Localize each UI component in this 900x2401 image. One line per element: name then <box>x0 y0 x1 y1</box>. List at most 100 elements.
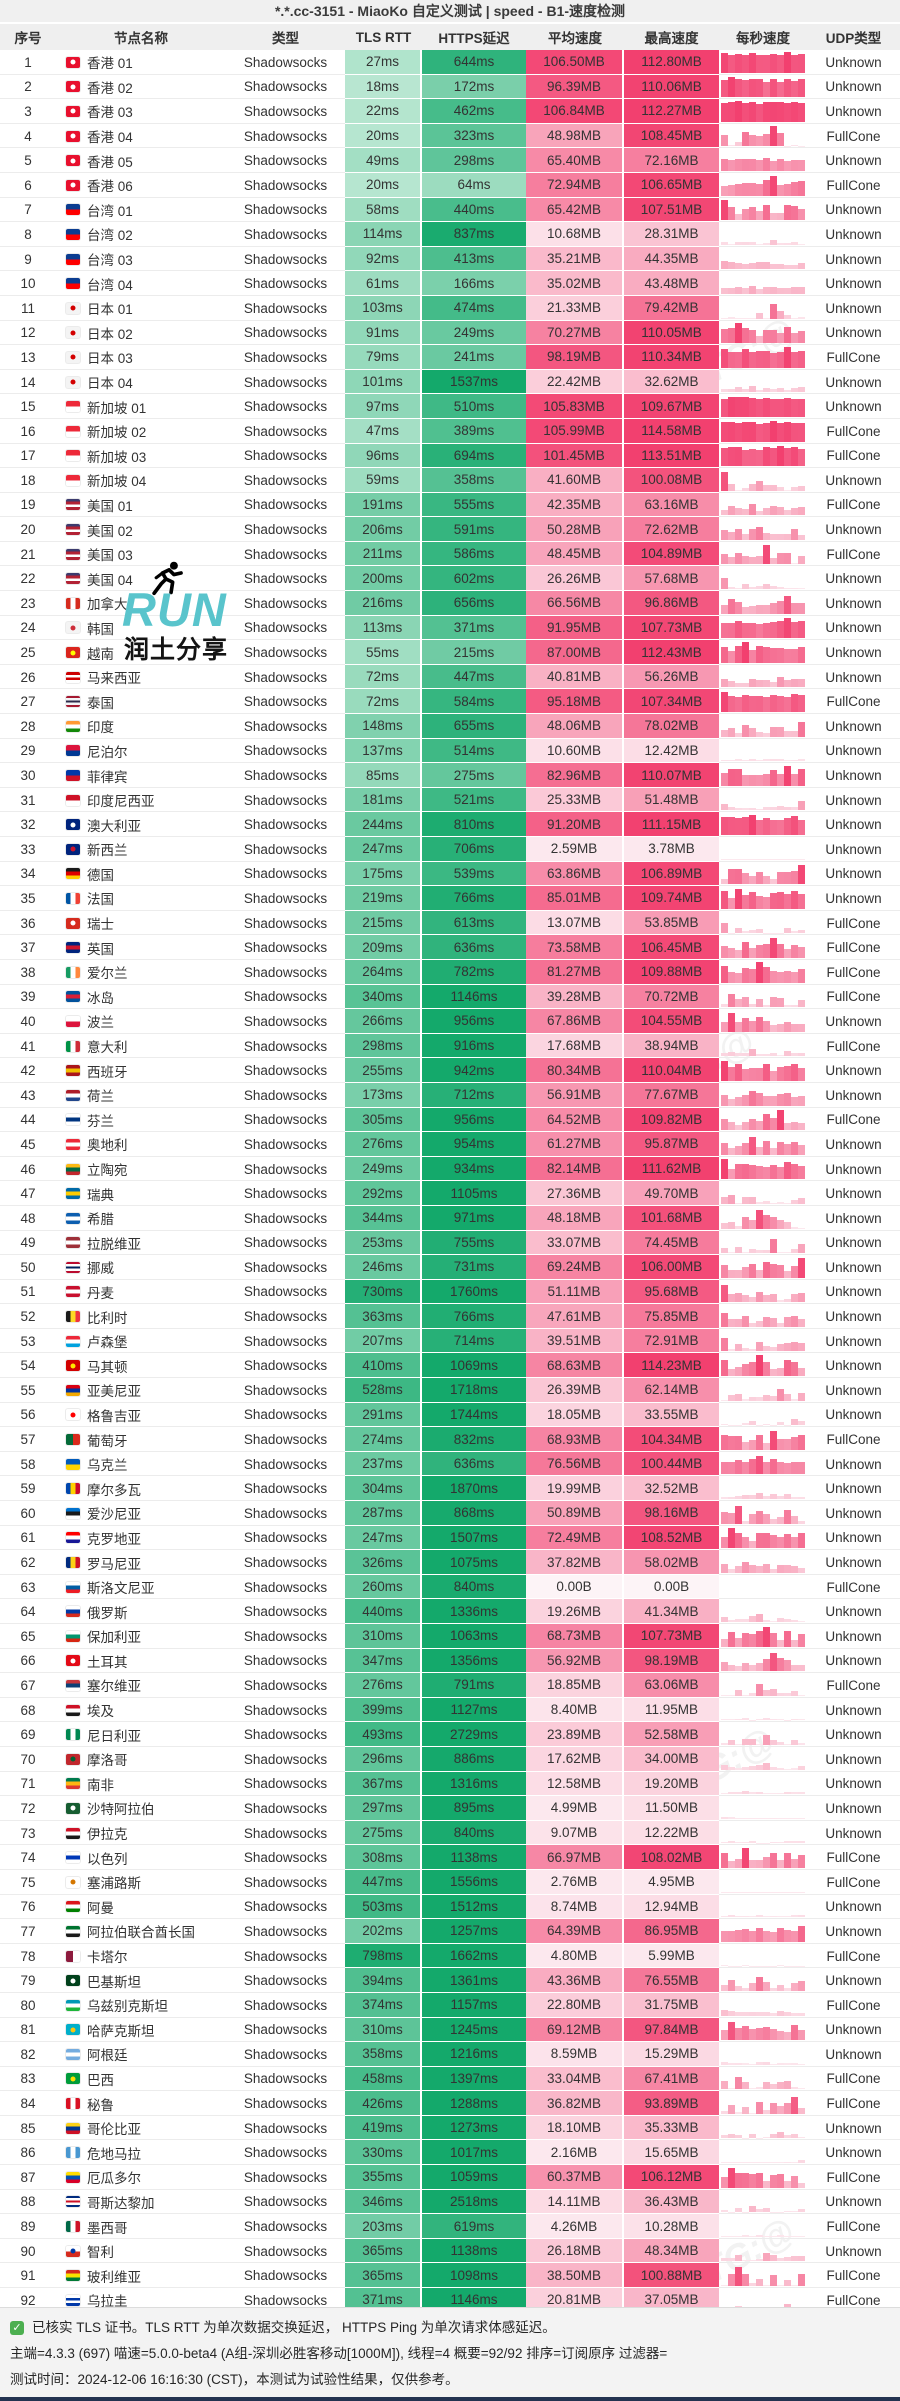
avg-speed-cell: 4.99MB <box>526 1796 624 1821</box>
row-index: 25 <box>20 645 36 661</box>
sparkline-bar <box>721 1338 728 1352</box>
sparkline-bar <box>770 807 777 811</box>
sparkline-bar <box>735 927 742 934</box>
sparkline-bar <box>777 1055 784 1057</box>
https-latency-cell: 1098ms <box>422 2263 526 2289</box>
udp-type-cell: Unknown <box>825 1702 882 1718</box>
table-row: 34 德国 Shadowsocks 175ms 539ms 63.86MB 106.89MB… <box>0 861 900 887</box>
row-index: 23 <box>20 595 36 611</box>
sparkline-bar <box>749 1091 756 1106</box>
max-speed-cell: 48.34MB <box>624 2238 719 2264</box>
sparkline-bar <box>784 1093 791 1106</box>
udp-type-cell: FullCone <box>826 1874 881 1890</box>
sparkline-bar <box>756 1291 763 1303</box>
node-type: Shadowsocks <box>243 1530 328 1546</box>
max-speed-cell: 107.73MB <box>624 1624 719 1649</box>
node-name: 土耳其 <box>87 1654 128 1670</box>
sparkline-bar <box>791 2210 798 2213</box>
country-flag-icon <box>66 1999 80 2011</box>
sparkline-bar <box>749 1396 756 1401</box>
node-name-cell: 德国 <box>56 862 226 887</box>
sparkline-bar <box>742 534 749 540</box>
avg-speed-cell: 80.34MB <box>526 1058 624 1083</box>
sparkline-bar <box>749 1020 756 1032</box>
node-type: Shadowsocks <box>243 1604 328 1620</box>
sparkline-bar <box>763 508 770 516</box>
flag-emblem <box>70 1412 76 1418</box>
table-row: 41 意大利 Shadowsocks 298ms 916ms 17.68MB 38.94MB… <box>0 1033 900 1059</box>
node-type: Shadowsocks <box>243 1825 328 1841</box>
sparkline-bar <box>791 2134 798 2139</box>
max-speed-cell: 107.34MB <box>624 689 719 715</box>
max-speed-cell: 107.51MB <box>624 197 719 223</box>
sparkline-bar <box>770 389 777 393</box>
https-latency-cell: 1017ms <box>422 2140 526 2166</box>
node-type: Shadowsocks <box>243 989 328 1005</box>
node-type: Shadowsocks <box>243 2268 328 2284</box>
country-flag-icon <box>66 647 80 659</box>
sparkline-bar <box>784 730 791 737</box>
sparkline-bar <box>798 1462 805 1475</box>
sparkline-bar <box>749 2162 756 2164</box>
sparkline-bar <box>770 1633 777 1647</box>
sparkline-bar <box>742 1142 749 1155</box>
udp-type-cell: Unknown <box>825 202 882 218</box>
tls-rtt-cell: 367ms <box>345 1771 422 1797</box>
row-index: 71 <box>20 1776 36 1792</box>
sparkline-bar <box>791 1891 798 1893</box>
tls-rtt-cell: 274ms <box>345 1427 422 1452</box>
node-name: 菲律宾 <box>87 769 128 785</box>
avg-speed-cell: 56.92MB <box>526 1648 624 1674</box>
node-type: Shadowsocks <box>243 718 328 734</box>
avg-speed-cell: 17.62MB <box>526 1746 624 1772</box>
sparkline-bar <box>742 1915 749 1918</box>
node-name-cell: 泰国 <box>56 689 226 714</box>
sparkline-bar <box>777 332 784 344</box>
node-type: Shadowsocks <box>243 79 328 95</box>
sparkline-bar <box>798 1841 805 1844</box>
sparkline-bar <box>763 2207 770 2213</box>
sparkline-bar <box>742 328 749 344</box>
sparkline-bar <box>791 182 798 196</box>
max-speed-cell: 76.55MB <box>624 1968 719 1993</box>
tls-rtt-cell: 296ms <box>345 1746 422 1772</box>
speed-sparkline <box>719 2214 807 2239</box>
sparkline-bar <box>756 1859 763 1868</box>
sparkline-bar <box>770 1718 777 1721</box>
https-latency-cell: 832ms <box>422 1427 526 1452</box>
avg-speed-cell: 61.27MB <box>526 1132 624 1157</box>
speed-sparkline <box>719 1231 807 1256</box>
sparkline-bar <box>735 1435 742 1450</box>
sparkline-bar <box>770 1965 777 1967</box>
sparkline-bar <box>798 316 805 319</box>
tls-rtt-cell: 292ms <box>345 1181 422 1206</box>
speed-sparkline <box>719 2239 807 2264</box>
max-speed-cell: 34.00MB <box>624 1746 719 1772</box>
avg-speed-cell: 42.35MB <box>526 492 624 518</box>
sparkline-bar <box>770 1148 777 1155</box>
sparkline-bar <box>770 2236 777 2237</box>
sparkline-bar <box>777 1389 784 1401</box>
sparkline-bar <box>756 350 763 368</box>
sparkline-bar <box>770 557 777 565</box>
max-speed-cell: 0.00B <box>624 1574 719 1600</box>
sparkline-bar <box>756 1533 763 1549</box>
row-index: 49 <box>20 1235 36 1251</box>
sparkline-bar <box>770 2162 777 2164</box>
sparkline-bar <box>728 1222 735 1229</box>
sparkline-bar <box>742 1462 749 1475</box>
max-speed-cell: 57.68MB <box>624 566 719 592</box>
row-index: 47 <box>20 1186 36 1202</box>
sparkline-bar <box>798 1023 805 1032</box>
table-row: 13 日本 03 Shadowsocks 79ms 241ms 98.19MB 110.34… <box>0 345 900 370</box>
node-type: Shadowsocks <box>243 1727 328 1743</box>
tls-rtt-cell: 72ms <box>345 664 422 690</box>
speed-sparkline <box>719 1304 807 1329</box>
sparkline-bar <box>749 1693 756 1696</box>
flag-emblem <box>70 330 76 336</box>
tls-rtt-cell: 458ms <box>345 2066 422 2092</box>
country-flag-icon <box>66 2196 80 2208</box>
avg-speed-cell: 12.58MB <box>526 1771 624 1797</box>
sparkline-bar <box>728 328 735 344</box>
max-speed-cell: 32.62MB <box>624 369 719 395</box>
